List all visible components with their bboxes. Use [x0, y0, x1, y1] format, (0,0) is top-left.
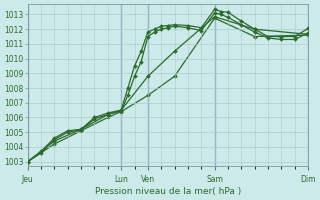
- X-axis label: Pression niveau de la mer( hPa ): Pression niveau de la mer( hPa ): [95, 187, 241, 196]
